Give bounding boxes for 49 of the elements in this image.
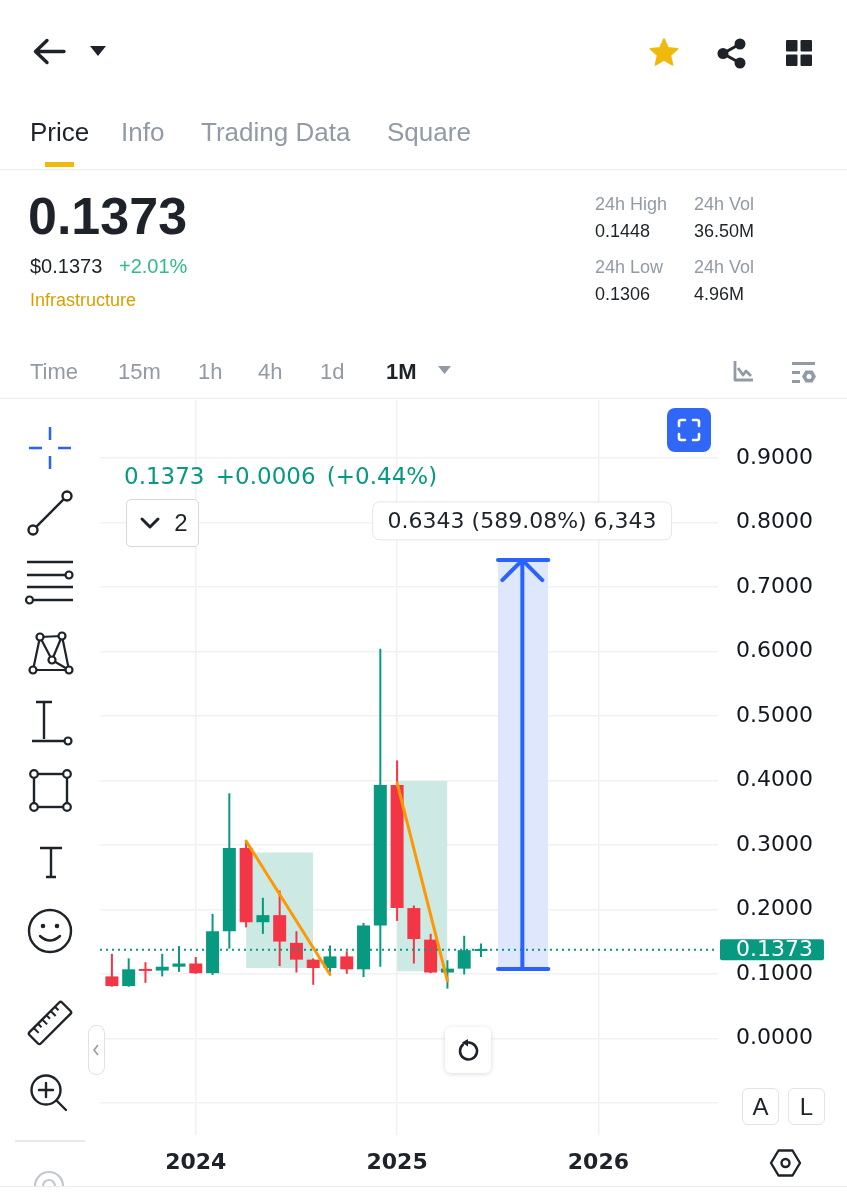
- text: 1d: [320, 358, 345, 386]
- y-tick-label: 0.0000: [736, 1024, 813, 1050]
- y-tick-label: 0.3000: [736, 830, 813, 856]
- text: 24h Low: [595, 257, 664, 279]
- text: 15m: [118, 358, 161, 386]
- text: $0.1373: [30, 254, 103, 278]
- text: 36.50M: [694, 221, 755, 243]
- candlestick: [122, 957, 136, 988]
- text: Trading Data: [201, 117, 351, 149]
- candlestick: [340, 950, 354, 975]
- text: L: [799, 1092, 814, 1121]
- y-tick-label: 0.9000: [736, 443, 813, 469]
- annotation: 2: [174, 509, 188, 537]
- x-tick-label: 2025: [366, 1148, 428, 1174]
- candlestick: [256, 896, 270, 935]
- y-tick-label: 0.1000: [736, 959, 813, 985]
- text: +2.01%: [119, 254, 188, 278]
- candlestick: [138, 961, 152, 984]
- text: 0.1306: [595, 284, 651, 306]
- x-tick-label: 2024: [165, 1148, 227, 1174]
- y-tick-label: 0.2000: [736, 895, 813, 921]
- candlestick: [105, 952, 119, 988]
- text: 24h High: [595, 194, 668, 216]
- text: A: [752, 1092, 769, 1121]
- text: 24h Vol: [694, 194, 755, 216]
- y-tick-label: 0.7000: [736, 572, 813, 598]
- text: Price: [30, 117, 90, 149]
- y-tick-label: 0.5000: [736, 701, 813, 727]
- candlestick: [306, 957, 320, 986]
- text: 0.1373: [28, 185, 188, 247]
- text: Square: [387, 117, 471, 149]
- text: 0.1448: [595, 221, 651, 243]
- y-tick-label: 0.6000: [736, 637, 813, 663]
- annotation: 0.6343 (589.08%) 6,343: [387, 507, 657, 533]
- text: 1h: [198, 358, 223, 386]
- text: 1M: [386, 358, 417, 386]
- text: 24h Vol: [694, 257, 755, 279]
- y-tick-label: 0.8000: [736, 508, 813, 534]
- y-tick-label: 0.4000: [736, 766, 813, 792]
- text: 4.96M: [694, 284, 745, 306]
- text: Infrastructure: [30, 290, 137, 312]
- text: 0.1373 +0.0006 (+0.44%): [124, 462, 438, 490]
- text: Time: [30, 358, 79, 386]
- candlestick: [289, 930, 303, 974]
- ref-line-label: 0.1373: [736, 936, 813, 962]
- text: 4h: [258, 358, 283, 386]
- candlestick: [155, 952, 169, 978]
- text: Info: [121, 117, 165, 149]
- x-tick-label: 2026: [567, 1148, 630, 1174]
